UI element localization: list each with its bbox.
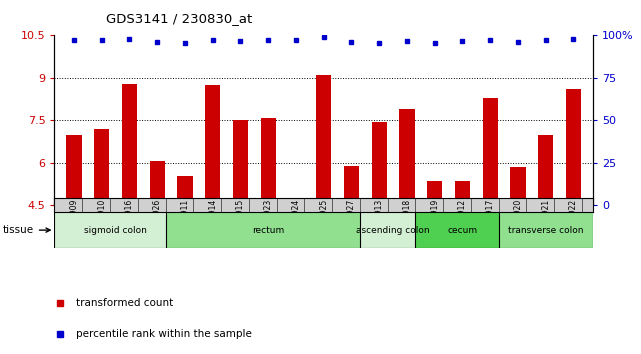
Text: GSM234918: GSM234918 [403, 199, 412, 245]
Bar [122, 84, 137, 205]
Bar [344, 166, 359, 205]
Text: GSM234913: GSM234913 [375, 199, 384, 245]
Bar [165, 212, 371, 248]
Text: GSM234917: GSM234917 [486, 199, 495, 245]
Bar [149, 161, 165, 205]
Text: ascending colon: ascending colon [356, 225, 430, 235]
Text: GSM234926: GSM234926 [153, 199, 162, 245]
Text: GSM234912: GSM234912 [458, 199, 467, 245]
Bar [316, 75, 331, 205]
Bar [427, 181, 442, 205]
Text: transverse colon: transverse colon [508, 225, 583, 235]
Bar [233, 120, 248, 205]
Bar [415, 212, 510, 248]
Text: sigmoid colon: sigmoid colon [84, 225, 147, 235]
Text: tissue: tissue [3, 225, 50, 235]
Text: GSM234909: GSM234909 [69, 199, 78, 245]
Text: GSM234910: GSM234910 [97, 199, 106, 245]
Bar [538, 135, 553, 205]
Bar [94, 129, 110, 205]
Text: GSM234921: GSM234921 [541, 199, 550, 245]
Bar [54, 212, 177, 248]
Text: GSM234925: GSM234925 [319, 199, 328, 245]
Bar [360, 212, 426, 248]
Text: GSM234923: GSM234923 [263, 199, 272, 245]
Bar [205, 85, 221, 205]
Bar [178, 176, 192, 205]
Bar [399, 109, 415, 205]
Bar [372, 122, 387, 205]
Bar [566, 89, 581, 205]
Text: GSM234924: GSM234924 [292, 199, 301, 245]
Bar [510, 167, 526, 205]
Bar [260, 118, 276, 205]
Bar [66, 135, 81, 205]
Text: GSM234920: GSM234920 [513, 199, 522, 245]
Text: GSM234927: GSM234927 [347, 199, 356, 245]
Text: GSM234911: GSM234911 [180, 199, 190, 245]
Text: cecum: cecum [447, 225, 478, 235]
Text: rectum: rectum [252, 225, 285, 235]
Text: GDS3141 / 230830_at: GDS3141 / 230830_at [106, 12, 252, 25]
Text: GSM234914: GSM234914 [208, 199, 217, 245]
Text: percentile rank within the sample: percentile rank within the sample [76, 329, 252, 339]
Text: transformed count: transformed count [76, 298, 173, 308]
Text: GSM234922: GSM234922 [569, 199, 578, 245]
Bar [455, 181, 470, 205]
Bar [483, 98, 498, 205]
Bar [499, 212, 593, 248]
Text: GSM234919: GSM234919 [430, 199, 439, 245]
Text: GSM234915: GSM234915 [236, 199, 245, 245]
Text: GSM234916: GSM234916 [125, 199, 134, 245]
